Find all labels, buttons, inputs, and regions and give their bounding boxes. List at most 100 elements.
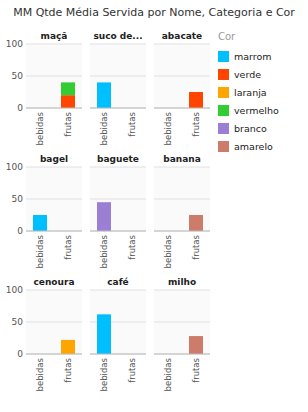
grid-line [26,354,82,355]
bar-segment [61,340,75,354]
plot-background [26,167,82,231]
bar-segment [189,92,203,93]
x-tick-label: bebidas [99,234,109,268]
grid-line [154,167,210,168]
panel-title: bagel [40,154,68,164]
grid-line [90,231,146,232]
x-axis-line [90,354,146,355]
y-tick-label: 0 [17,103,23,113]
plot-background [154,44,210,108]
panel: cafébebidasfrutas [90,277,146,391]
grid-line [154,76,210,77]
grid-line [154,108,210,109]
panel-title: baguete [97,154,139,164]
x-tick-label: frutas [63,234,73,259]
panel-title: suco de... [93,31,142,41]
x-axis-line [26,231,82,232]
y-tick-label: 0 [17,349,23,359]
x-tick-label: frutas [191,234,201,259]
y-tick-label: 50 [12,71,24,81]
y-tick-label: 50 [12,194,24,204]
grid-line [154,231,210,232]
grid-line [90,44,146,45]
title: MM Qtde Média Servida por Nome, Categori… [13,6,295,19]
y-tick-label: 0 [17,226,23,236]
grid-line [154,322,210,323]
plot-background [90,167,146,231]
bar-segment [97,314,111,315]
legend-swatch [218,69,229,80]
grid-line [154,290,210,291]
legend-swatch [218,87,229,98]
bar-segment [97,314,111,315]
bar-segment [189,92,203,93]
bar-segment [97,314,111,354]
panel: milhobebidasfrutas [154,277,210,391]
panel-title: café [107,277,128,287]
legend-swatch [218,141,229,152]
bar-segment [97,314,111,315]
bar-segment [33,215,47,216]
panel: baguetebebidasfrutas [90,154,146,268]
plot-background [154,167,210,231]
plot-background [26,290,82,354]
bar-segment [189,92,203,108]
x-axis-line [154,231,210,232]
bars [189,215,203,231]
bars [97,314,111,354]
x-tick-label: frutas [63,357,73,382]
x-tick-label: bebidas [35,357,45,391]
bar-segment [189,92,203,93]
y-tick-label: 100 [6,285,23,295]
bar-segment [97,314,111,315]
bar-segment [97,82,111,83]
grid-line [90,76,146,77]
bar-segment [97,82,111,83]
legend-label: marrom [234,51,272,62]
bar-segment [97,82,111,83]
grid-line [26,167,82,168]
x-tick-label: bebidas [35,111,45,145]
legend-label: amarelo [234,141,273,152]
x-tick-label: bebidas [163,234,173,268]
chart: MM Qtde Média Servida por Nome, Categori… [0,0,308,412]
bar-segment [33,215,47,216]
bar-segment [61,82,75,83]
legend-swatch [218,51,229,62]
grid-line [26,44,82,45]
bar-segment [33,215,47,216]
x-axis-line [90,231,146,232]
bar-segment [61,82,75,83]
x-axis-line [154,354,210,355]
x-axis-line [26,108,82,109]
x-axis-line [26,354,82,355]
plot-background [90,44,146,108]
bars [33,215,47,231]
bar-segment [97,202,111,231]
bars [61,82,75,108]
grid-line [26,199,82,200]
bar-segment [97,82,111,108]
y-tick-label: 50 [12,317,24,327]
bar-segment [61,82,75,95]
x-tick-label: bebidas [99,357,109,391]
bar-segment [61,339,75,340]
x-tick-label: frutas [127,111,137,136]
plot-background [90,290,146,354]
grid-line [90,199,146,200]
legend-label: laranja [234,87,267,98]
grid-line [90,167,146,168]
panel-title: maçã [41,31,68,41]
grid-line [90,354,146,355]
bar-segment [33,215,47,216]
bars [189,336,203,354]
bar-segment [61,339,75,340]
legend-title: Cor [218,31,236,42]
y-tick-label: 100 [6,162,23,172]
grid-line [154,354,210,355]
panel-title: banana [163,154,200,164]
grid-line [90,108,146,109]
grid-line [26,231,82,232]
grid-line [26,290,82,291]
grid-line [26,76,82,77]
